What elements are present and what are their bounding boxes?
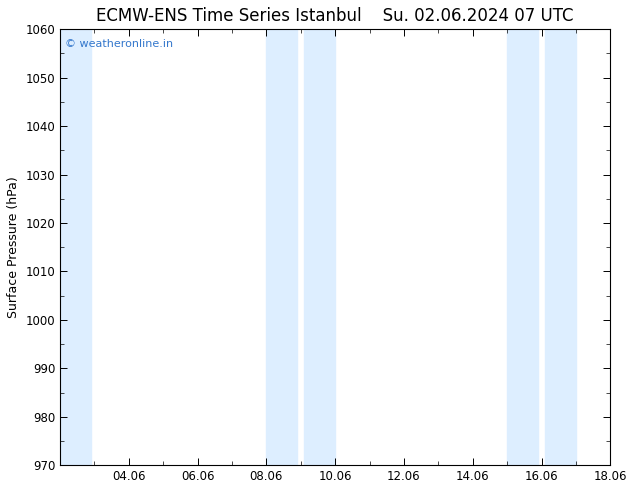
Bar [60, 29, 91, 465]
Text: © weatheronline.in: © weatheronline.in [65, 39, 172, 49]
Bar [304, 29, 335, 465]
Bar [545, 29, 576, 465]
Y-axis label: Surface Pressure (hPa): Surface Pressure (hPa) [7, 176, 20, 318]
Title: ECMW-ENS Time Series Istanbul    Su. 02.06.2024 07 UTC: ECMW-ENS Time Series Istanbul Su. 02.06.… [96, 7, 574, 25]
Bar [266, 29, 297, 465]
Bar [507, 29, 538, 465]
